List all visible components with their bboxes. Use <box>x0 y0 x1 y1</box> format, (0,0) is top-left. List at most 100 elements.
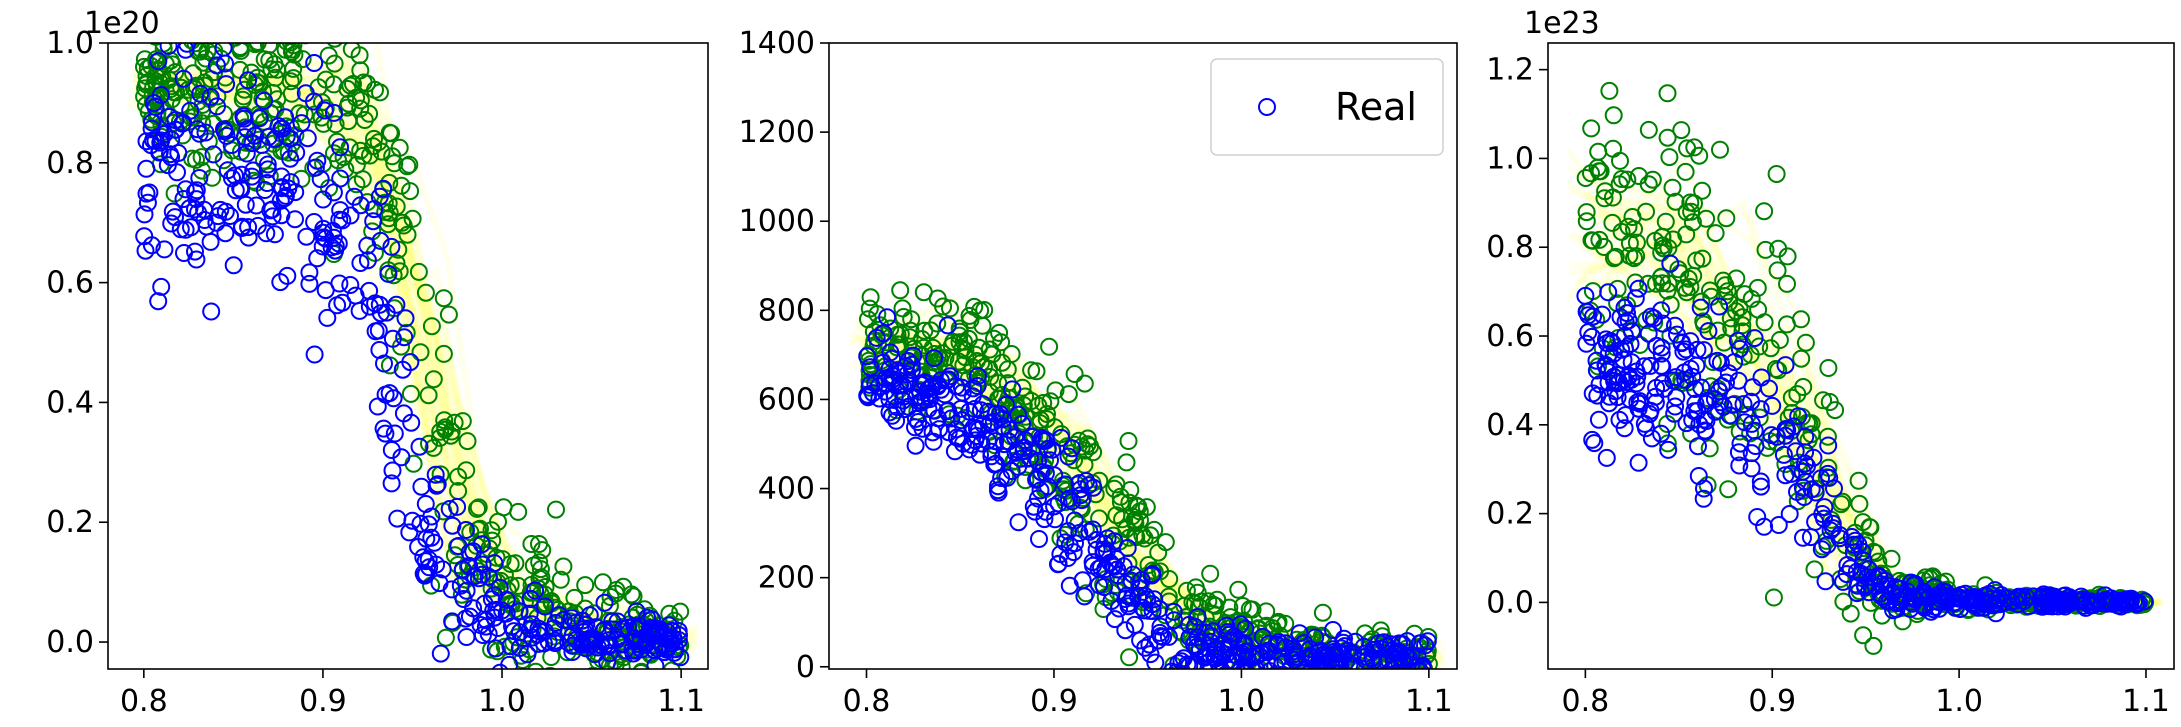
data-point <box>929 375 948 394</box>
data-point <box>1341 670 1357 686</box>
axes-frame <box>828 42 1458 670</box>
data-point <box>306 158 325 177</box>
data-point <box>1752 477 1770 496</box>
data-point <box>1644 309 1663 328</box>
data-point <box>1229 580 1248 599</box>
data-point <box>1160 570 1179 588</box>
y-tick-label: 200 <box>758 561 815 596</box>
data-point <box>939 423 958 442</box>
data-point <box>947 420 966 439</box>
data-point <box>1120 648 1139 667</box>
data-point <box>207 213 226 232</box>
data-point <box>1966 596 1985 615</box>
data-point <box>146 97 165 116</box>
data-point <box>1706 224 1725 243</box>
data-point <box>215 122 234 141</box>
data-point <box>422 317 441 336</box>
data-point <box>1658 128 1677 147</box>
data-point <box>371 304 390 323</box>
data-point <box>448 497 467 516</box>
data-point <box>400 155 419 174</box>
data-point <box>427 476 446 495</box>
data-point <box>1715 287 1734 305</box>
data-point <box>1130 502 1149 521</box>
data-point <box>1295 663 1312 669</box>
data-point <box>1834 572 1853 591</box>
data-point <box>365 129 383 148</box>
data-point <box>1027 470 1046 489</box>
data-point <box>1150 623 1169 642</box>
data-point <box>324 183 343 202</box>
data-point <box>1778 274 1796 293</box>
data-point <box>1796 333 1815 352</box>
data-point <box>1658 434 1677 453</box>
data-point <box>1306 628 1325 647</box>
data-point <box>331 138 350 157</box>
data-point <box>385 424 404 443</box>
data-point <box>411 343 430 362</box>
data-point <box>1623 208 1642 226</box>
data-point <box>1276 652 1295 669</box>
data-point <box>660 604 679 623</box>
data-point <box>1615 419 1634 438</box>
data-point <box>1283 667 1293 669</box>
data-point <box>353 170 372 189</box>
data-point <box>440 500 459 518</box>
data-point <box>371 231 390 250</box>
data-point <box>250 109 269 128</box>
data-point <box>1666 368 1685 387</box>
data-point <box>1193 633 1212 652</box>
data-point <box>1876 571 1895 590</box>
data-point <box>573 633 592 652</box>
data-point <box>1755 202 1774 221</box>
data-point <box>861 358 880 377</box>
data-point <box>632 662 650 669</box>
data-point <box>1028 451 1047 470</box>
data-point <box>1135 601 1154 620</box>
data-point <box>1146 653 1165 669</box>
data-point <box>973 395 992 414</box>
data-point <box>411 514 430 533</box>
data-point <box>593 573 612 592</box>
data-point <box>244 161 263 180</box>
data-point <box>1116 621 1135 640</box>
data-point <box>383 329 402 348</box>
data-point <box>272 206 291 225</box>
data-point <box>286 183 305 202</box>
data-point <box>563 643 582 661</box>
data-point <box>1619 311 1638 330</box>
data-point <box>1689 437 1707 456</box>
data-point <box>874 324 893 343</box>
data-point <box>2081 592 2100 611</box>
data-point <box>1196 674 1212 690</box>
data-point <box>858 386 877 405</box>
data-point <box>1693 249 1712 268</box>
data-point <box>1735 285 1754 304</box>
data-point <box>398 225 417 244</box>
data-point <box>1647 274 1665 293</box>
data-point <box>1764 588 1783 607</box>
data-point <box>1596 182 1615 201</box>
data-point <box>1681 193 1700 212</box>
data-point <box>1688 340 1707 359</box>
data-point <box>1346 632 1365 651</box>
data-point <box>318 308 337 327</box>
data-point <box>1643 170 1662 189</box>
data-point <box>1276 638 1295 657</box>
data-point <box>1410 634 1429 653</box>
data-point <box>1763 396 1782 415</box>
y-tick-label: 0 <box>796 650 815 685</box>
data-point <box>1710 382 1729 401</box>
data-point <box>998 360 1017 379</box>
data-point <box>603 612 622 631</box>
data-point <box>202 302 221 321</box>
data-point <box>217 75 236 94</box>
data-point <box>313 237 332 256</box>
data-point <box>208 97 226 116</box>
data-point <box>479 567 498 586</box>
y-tick-label: 1400 <box>739 26 815 61</box>
data-point <box>1777 315 1796 334</box>
data-point <box>472 565 491 584</box>
data-point <box>135 205 154 224</box>
